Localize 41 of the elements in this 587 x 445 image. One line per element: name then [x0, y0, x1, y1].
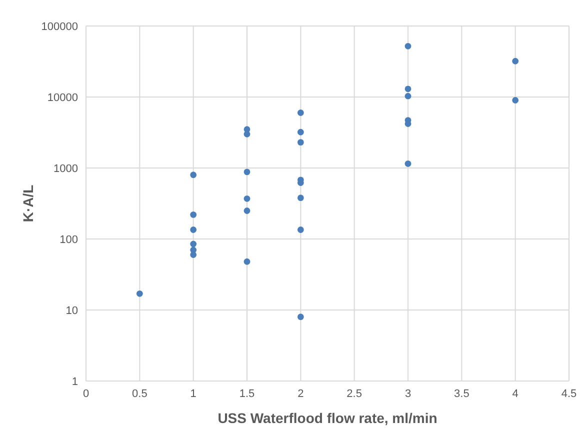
- x-tick-label: 2: [298, 388, 304, 400]
- x-tick-label: 1.5: [239, 388, 255, 400]
- point: [244, 258, 250, 265]
- point: [404, 92, 412, 100]
- x-tick-label: 0: [82, 388, 90, 400]
- x-axis-title: USS Waterflood flow rate, ml/min: [218, 410, 438, 426]
- y-tick-label: 1000: [54, 162, 78, 175]
- point: [512, 97, 519, 104]
- x-tick-label: 4: [512, 388, 518, 400]
- y-axis-title: K·A/L: [20, 184, 36, 222]
- point: [190, 226, 197, 233]
- x-tick-label: 4.5: [561, 388, 577, 400]
- point: [244, 195, 250, 202]
- point: [244, 130, 250, 138]
- point: [512, 58, 519, 64]
- y-tick-label: 100: [60, 234, 78, 246]
- point: [297, 226, 304, 233]
- point: [190, 240, 197, 248]
- point: [297, 110, 304, 116]
- point: [297, 139, 304, 146]
- point: [136, 290, 143, 297]
- x-tick-label: 3: [404, 388, 412, 400]
- x-tick-label: 0.5: [132, 388, 148, 400]
- point: [244, 168, 250, 176]
- y-tick-label: 100000: [41, 20, 78, 33]
- point: [244, 208, 250, 214]
- point: [297, 314, 304, 320]
- point: [297, 128, 304, 136]
- point: [404, 42, 412, 50]
- point: [404, 160, 412, 167]
- x-tick-label: 2.5: [346, 388, 362, 400]
- point: [190, 211, 197, 218]
- point: [190, 252, 197, 258]
- point: [404, 86, 412, 92]
- y-tick-label: 10000: [47, 92, 78, 104]
- x-tick-label: 3.5: [454, 388, 470, 400]
- x-tick-label: 1: [190, 388, 196, 400]
- point: [190, 172, 197, 178]
- point: [297, 194, 304, 202]
- y-tick-label: 1: [72, 376, 78, 388]
- y-tick-label: 10: [66, 304, 78, 317]
